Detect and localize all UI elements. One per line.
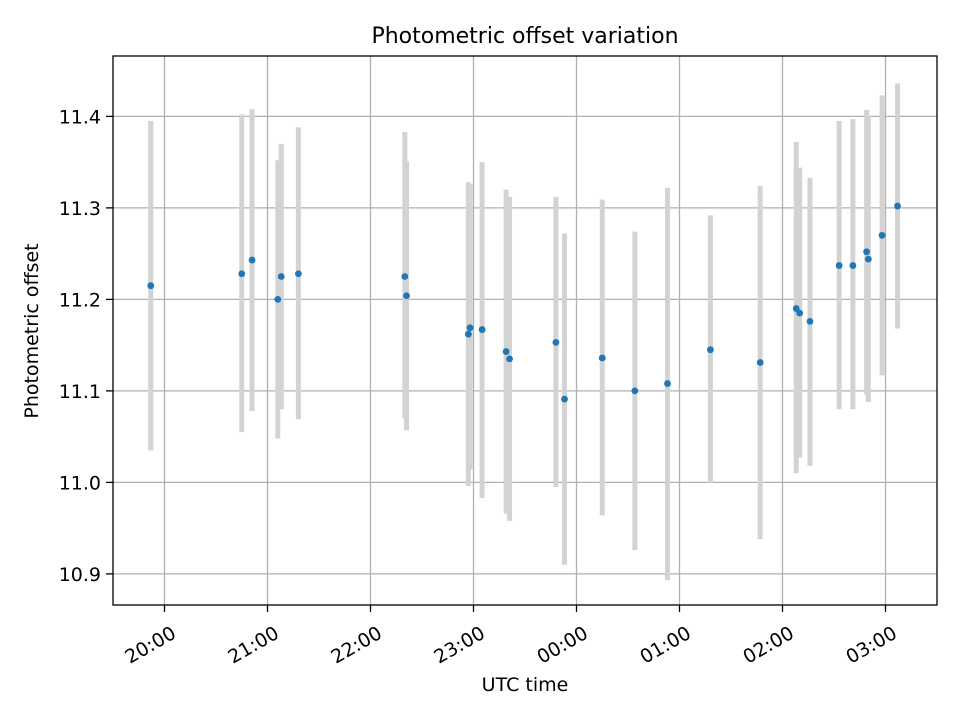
data-point: [506, 355, 513, 363]
chart-title: Photometric offset variation: [371, 24, 678, 49]
data-point: [864, 255, 872, 263]
data-point: [295, 270, 302, 278]
y-tick-label: 11.2: [59, 289, 101, 311]
data-point: [806, 317, 814, 325]
data-point: [464, 330, 472, 338]
data-point: [274, 295, 282, 303]
y-axis-label: Photometric offset: [21, 243, 43, 418]
data-point: [796, 309, 804, 317]
x-axis-label: UTC time: [482, 674, 569, 696]
data-point: [631, 387, 639, 395]
data-point: [835, 262, 843, 269]
data-point: [401, 273, 409, 280]
data-point: [863, 248, 871, 256]
y-tick-label: 11.0: [59, 472, 101, 494]
data-point: [664, 380, 671, 387]
data-point: [248, 256, 256, 264]
data-point: [561, 395, 568, 403]
y-tick-label: 11.4: [59, 106, 101, 128]
data-point: [466, 324, 474, 332]
data-point: [598, 354, 606, 362]
data-points: [147, 202, 901, 403]
data-point: [707, 346, 714, 354]
data-point: [849, 262, 857, 269]
data-point: [238, 270, 246, 278]
y-tick-label: 11.1: [59, 381, 101, 403]
data-point: [502, 348, 510, 355]
data-point: [403, 292, 410, 300]
data-point: [894, 202, 901, 210]
y-tick-label: 11.3: [59, 198, 101, 220]
data-point: [878, 231, 886, 239]
data-point: [478, 326, 486, 333]
data-point: [277, 273, 285, 280]
data-point: [756, 359, 764, 366]
data-point: [147, 282, 155, 290]
plot-frame: [112, 55, 938, 606]
data-point: [552, 338, 560, 346]
y-tick-label: 10.9: [59, 564, 101, 586]
